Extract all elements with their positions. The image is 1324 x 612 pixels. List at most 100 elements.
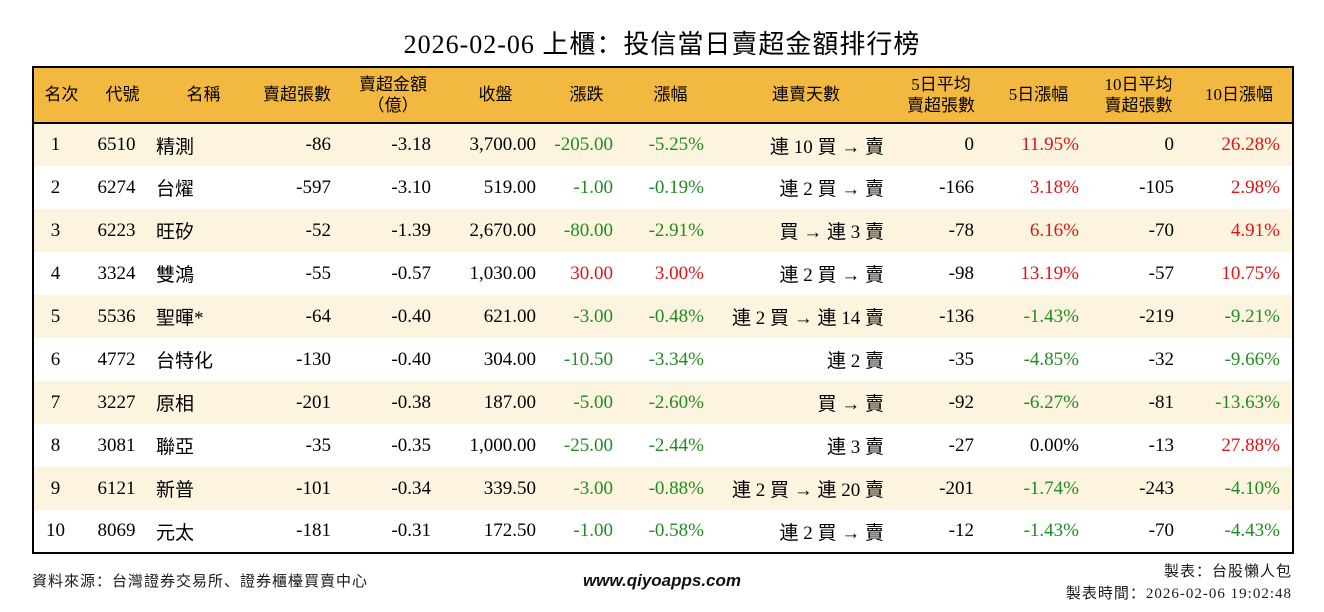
net-sell-lots-cell: -55 <box>305 262 331 284</box>
pct10-cell: -4.43% <box>1224 520 1280 541</box>
stock-code-cell: 8069 <box>97 520 136 541</box>
net-sell-amount-cell: -0.40 <box>391 305 431 327</box>
header-name: 名稱 <box>156 67 251 124</box>
avg5-lots-cell: -12 <box>948 520 974 541</box>
header-change-pct: 漲幅 <box>625 67 716 124</box>
change-pct-cell: 3.00% <box>654 262 704 284</box>
stock-name-cell: 新普 <box>156 480 195 501</box>
pct10-cell: -9.21% <box>1224 305 1280 327</box>
streak-cell: 連 3 賣 <box>826 437 884 458</box>
avg10-lots-cell: -243 <box>1139 477 1174 499</box>
stock-code-cell: 5536 <box>97 305 136 327</box>
stock-name-cell: 台燿 <box>156 179 195 200</box>
header-net-sell-amount: 賣超金額 （億） <box>343 67 443 124</box>
avg10-lots-cell: 0 <box>1164 134 1175 155</box>
net-sell-lots-cell: -64 <box>305 305 331 327</box>
net-sell-amount-cell: -0.40 <box>391 348 431 370</box>
change-cell: -1.00 <box>573 520 613 541</box>
stock-code-cell: 3324 <box>97 262 136 284</box>
avg10-lots-cell: -70 <box>1148 520 1174 541</box>
change-pct-cell: -0.19% <box>648 176 704 198</box>
header-pct5: 5日漲幅 <box>986 67 1091 124</box>
close-price-cell: 621.00 <box>483 305 536 327</box>
rank-cell: 10 <box>46 520 65 541</box>
table-row: 9 6121 新普 -101 -0.34 339.50 -3.00 -0.88%… <box>33 467 1293 510</box>
table-header-row: 名次 代號 名稱 賣超張數 賣超金額 （億） 收盤 漲跌 漲幅 連賣天數 5日平… <box>33 67 1293 124</box>
pct5-cell: -6.27% <box>1023 391 1079 413</box>
streak-cell: 連 10 買 → 賣 <box>769 136 884 158</box>
close-price-cell: 1,030.00 <box>469 262 537 284</box>
change-cell: -25.00 <box>563 434 613 456</box>
change-pct-cell: -5.25% <box>648 134 704 155</box>
stock-code-cell: 3227 <box>97 391 136 413</box>
rank-cell: 5 <box>50 305 61 327</box>
pct5-cell: 6.16% <box>1029 219 1079 241</box>
net-sell-lots-cell: -597 <box>296 176 331 198</box>
streak-cell: 買 → 連 3 賣 <box>779 222 884 243</box>
change-cell: 30.00 <box>570 262 613 284</box>
net-sell-amount-cell: -1.39 <box>391 219 431 241</box>
streak-cell: 連 2 買 → 賣 <box>779 265 884 286</box>
avg5-lots-cell: -92 <box>948 391 974 413</box>
pct10-cell: -9.66% <box>1224 348 1280 370</box>
avg10-lots-cell: -81 <box>1148 391 1174 413</box>
net-sell-amount-cell: -3.10 <box>391 176 431 198</box>
pct5-cell: -1.74% <box>1023 477 1079 499</box>
stock-code-cell: 6274 <box>97 176 136 198</box>
close-price-cell: 187.00 <box>483 391 536 413</box>
stock-name-cell: 元太 <box>156 522 195 544</box>
avg5-lots-cell: -201 <box>939 477 974 499</box>
header-code: 代號 <box>89 67 156 124</box>
rank-cell: 1 <box>50 134 61 155</box>
rank-cell: 9 <box>50 477 61 499</box>
stock-name-cell: 聯亞 <box>156 437 195 458</box>
table-row: 8 3081 聯亞 -35 -0.35 1,000.00 -25.00 -2.4… <box>33 424 1293 467</box>
streak-cell: 買 → 賣 <box>817 394 884 415</box>
change-pct-cell: -3.34% <box>648 348 704 370</box>
avg10-lots-cell: -13 <box>1148 434 1174 456</box>
avg5-lots-cell: -78 <box>948 219 974 241</box>
change-pct-cell: -2.60% <box>648 391 704 413</box>
avg5-lots-cell: -35 <box>948 348 974 370</box>
net-sell-amount-cell: -0.57 <box>391 262 431 284</box>
stock-code-cell: 3081 <box>97 434 136 456</box>
credit-block: 製表：台股懶人包 製表時間：2026-02-06 19:02:48 <box>1066 561 1292 605</box>
avg5-lots-cell: -136 <box>939 305 974 327</box>
pct10-cell: 2.98% <box>1230 176 1280 198</box>
maker-text: 製表：台股懶人包 <box>1163 564 1292 580</box>
close-price-cell: 3,700.00 <box>469 134 537 155</box>
pct10-cell: -13.63% <box>1215 391 1280 413</box>
table-row: 1 6510 精測 -86 -3.18 3,700.00 -205.00 -5.… <box>33 123 1293 166</box>
table-row: 7 3227 原相 -201 -0.38 187.00 -5.00 -2.60%… <box>33 381 1293 424</box>
pct5-cell: -4.85% <box>1023 348 1079 370</box>
table-row: 4 3324 雙鴻 -55 -0.57 1,030.00 30.00 3.00%… <box>33 252 1293 295</box>
header-streak: 連賣天數 <box>716 67 896 124</box>
avg5-lots-cell: -166 <box>939 176 974 198</box>
stock-name-cell: 旺矽 <box>156 222 195 243</box>
close-price-cell: 172.50 <box>483 520 536 541</box>
pct10-cell: 26.28% <box>1221 134 1280 155</box>
change-pct-cell: -0.58% <box>648 520 704 541</box>
table-row: 10 8069 元太 -181 -0.31 172.50 -1.00 -0.58… <box>33 510 1293 553</box>
streak-cell: 連 2 買 → 連 14 賣 <box>731 308 884 329</box>
stock-name-cell: 聖暉* <box>156 308 204 329</box>
change-cell: -1.00 <box>573 176 613 198</box>
net-sell-lots-cell: -130 <box>296 348 331 370</box>
header-pct10: 10日漲幅 <box>1186 67 1293 124</box>
page-title: 2026-02-06 上櫃：投信當日賣超金額排行榜 <box>403 30 921 59</box>
close-price-cell: 339.50 <box>483 477 536 499</box>
net-sell-lots-cell: -201 <box>296 391 331 413</box>
rank-cell: 4 <box>50 262 61 284</box>
rank-cell: 3 <box>50 219 61 241</box>
rank-cell: 2 <box>50 176 61 198</box>
website-text: www.qiyoapps.com <box>582 571 742 590</box>
data-source-note: 資料來源：台灣證券交易所、證券櫃檯買賣中心 <box>32 574 369 590</box>
stock-code-cell: 6223 <box>97 219 136 241</box>
avg10-lots-cell: -219 <box>1139 305 1174 327</box>
net-sell-amount-cell: -0.34 <box>391 477 431 499</box>
close-price-cell: 304.00 <box>483 348 536 370</box>
avg5-lots-cell: -27 <box>948 434 974 456</box>
net-sell-amount-cell: -0.35 <box>391 434 431 456</box>
close-price-cell: 2,670.00 <box>469 219 537 241</box>
streak-cell: 連 2 買 → 賣 <box>779 522 884 544</box>
